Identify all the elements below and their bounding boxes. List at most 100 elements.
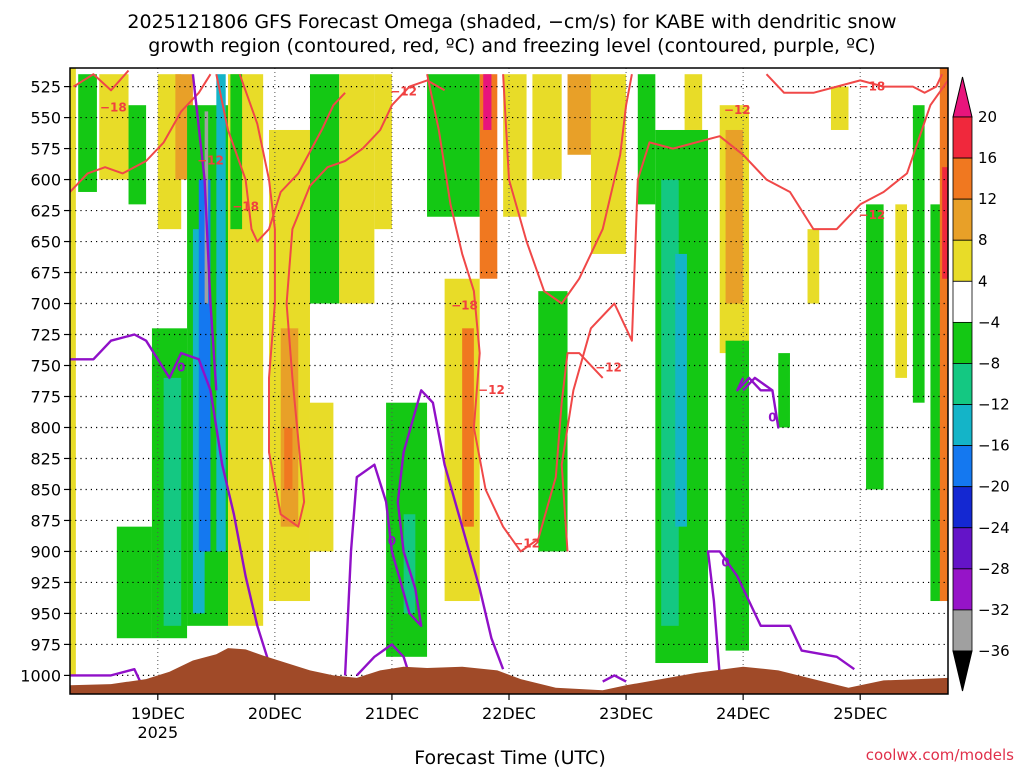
dgz-contour-1: [72, 69, 130, 92]
omega-region-29: [483, 74, 492, 130]
colorbar-bin-6: [952, 321, 973, 364]
colorbar-bin-5: [952, 280, 973, 323]
freezing-contour-14: [736, 376, 780, 429]
contour-label-12: 0: [388, 534, 396, 548]
x-tick-label-20DEC: 20DEC: [248, 704, 302, 723]
omega-region-51: [942, 167, 948, 279]
x-axis-label: Forecast Time (UTC): [414, 747, 605, 768]
colorbar-tick--28: −28: [978, 560, 1010, 578]
y-tick-label-975: 975: [30, 635, 61, 654]
dgz-contour-8: [765, 73, 944, 94]
colorbar-tick--32: −32: [978, 601, 1010, 619]
dgz-contour-6: [502, 74, 633, 305]
colorbar-bin-8: [952, 404, 973, 447]
dgz-contour-0: [70, 73, 212, 193]
colorbar-bin-11: [952, 527, 973, 570]
omega-region-49: [930, 204, 943, 602]
y-tick-label-750: 750: [30, 357, 61, 376]
colorbar-under-arrow: [952, 650, 973, 692]
colorbar-tick-20: 20: [978, 108, 997, 126]
freezing-contour-10: [191, 74, 218, 391]
y-tick-label-650: 650: [30, 233, 61, 252]
omega-region-46: [866, 204, 884, 490]
colorbar-bin-3: [952, 198, 973, 241]
omega-region-20: [339, 74, 375, 304]
omega-region-38: [675, 253, 687, 527]
colorbar: 20 16 12 8 4 −4 −8 −12 −16 −20 −24 −28 −32 −36: [952, 76, 1010, 692]
colorbar-bin-7: [952, 363, 973, 405]
omega-region-45: [807, 229, 820, 304]
plot-inner: −18 −12 −18 −12 −18 −12 −12 −12 −12 −12 −18 0 0 0 0: [70, 68, 948, 694]
contour-label-5: −12: [478, 383, 505, 397]
credit-text: coolwx.com/models: [866, 746, 1014, 764]
colorbar-bin-2: [952, 157, 973, 200]
dgz-contour-7: [560, 79, 948, 552]
omega-region-27: [462, 328, 474, 527]
colorbar-tick--24: −24: [978, 519, 1010, 537]
plot-area: −18 −12 −18 −12 −18 −12 −12 −12 −12 −12 −18 0 0 0 0: [69, 67, 949, 695]
y-tick-label-925: 925: [30, 573, 61, 592]
contour-label-2: −18: [232, 200, 259, 214]
colorbar-tick--12: −12: [978, 396, 1010, 414]
colorbar-tick--36: −36: [978, 642, 1010, 660]
y-tick-label-875: 875: [30, 511, 61, 530]
omega-region-47: [895, 204, 908, 378]
omega-region-44: [830, 86, 849, 130]
y-tick-label-1000: 1000: [20, 666, 61, 685]
colorbar-tick-8: 8: [978, 231, 988, 249]
x-tick-label-21DEC: 21DEC: [365, 704, 419, 723]
omega-region-41: [725, 129, 744, 304]
freezing-contour-15: [706, 550, 855, 676]
colorbar-bin-9: [952, 445, 973, 488]
colorbar-tick--20: −20: [978, 478, 1010, 496]
contour-label-10: −18: [859, 79, 886, 93]
y-tick-label-600: 600: [30, 171, 61, 190]
colorbar-bin-13: [952, 609, 973, 652]
contour-label-3: −12: [390, 84, 417, 98]
contour-label-1: −12: [197, 154, 224, 168]
freezing-contour-12: [343, 389, 505, 676]
y-tick-label-825: 825: [30, 449, 61, 468]
x-tick-label-22DEC: 22DEC: [482, 704, 536, 723]
chart-title-line-2: growth region (contoured, red, ºC) and f…: [148, 35, 875, 57]
contour-label-4: −18: [451, 299, 478, 313]
omega-region-25: [427, 74, 480, 217]
y-tick-label-850: 850: [30, 480, 61, 499]
colorbar-tick--4: −4: [978, 313, 1000, 331]
freezing-contour-11: [70, 668, 142, 683]
y-tick-label-775: 775: [30, 387, 61, 406]
omega-region-13: [216, 74, 226, 552]
contour-label-6: −12: [513, 537, 540, 551]
x-tick-label-23DEC: 23DEC: [599, 704, 653, 723]
colorbar-tick-12: 12: [978, 190, 997, 208]
contour-label-0: −18: [100, 100, 127, 114]
chart-title-line-1: 2025121806 GFS Forecast Omega (shaded, −…: [127, 11, 896, 33]
omega-region-43: [778, 353, 790, 428]
contour-label-13: 0: [768, 410, 776, 424]
omega-region-18: [284, 427, 293, 490]
freezing-contour-16: [602, 674, 627, 683]
omega-region-37: [661, 179, 679, 626]
dgz-contour-4: [361, 79, 446, 150]
omega-region-0: [70, 68, 76, 676]
freezing-contour-13: [355, 643, 411, 677]
omega-region-35: [637, 74, 656, 205]
omega-region-42: [725, 340, 749, 651]
colorbar-tick--16: −16: [978, 437, 1010, 455]
omega-region-1: [78, 74, 97, 192]
colorbar-bin-12: [952, 568, 973, 611]
omega-region-23: [403, 514, 416, 614]
colorbar-over-arrow: [952, 76, 973, 118]
freezing-contour-9: [70, 333, 271, 664]
colorbar-tick-4: 4: [978, 272, 988, 290]
y-tick-label-675: 675: [30, 264, 61, 283]
omega-region-6: [163, 377, 182, 626]
y-tick-label-525: 525: [30, 78, 61, 97]
y-tick-label-800: 800: [30, 418, 61, 437]
x-tick-label-25DEC: 25DEC: [833, 704, 887, 723]
contour-label-14: 0: [721, 555, 729, 569]
colorbar-tick--8: −8: [978, 354, 1000, 372]
y-tick-label-950: 950: [30, 604, 61, 623]
